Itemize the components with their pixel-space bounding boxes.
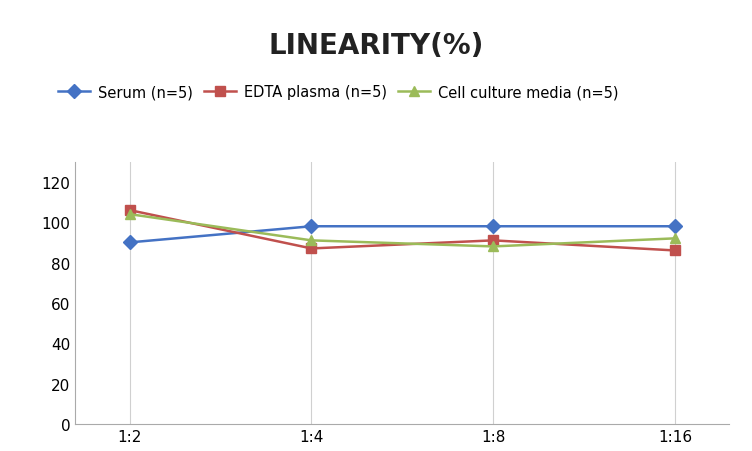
- Legend: Serum (n=5), EDTA plasma (n=5), Cell culture media (n=5): Serum (n=5), EDTA plasma (n=5), Cell cul…: [53, 79, 624, 106]
- EDTA plasma (n=5): [307, 246, 316, 252]
- Cell culture media (n=5): [125, 212, 134, 217]
- EDTA plasma (n=5): [489, 238, 498, 244]
- Serum (n=5): [489, 224, 498, 230]
- EDTA plasma (n=5): [671, 248, 680, 253]
- Line: Cell culture media (n=5): Cell culture media (n=5): [125, 210, 680, 252]
- Cell culture media (n=5): [307, 238, 316, 244]
- Cell culture media (n=5): [489, 244, 498, 249]
- Text: LINEARITY(%): LINEARITY(%): [268, 32, 484, 60]
- Cell culture media (n=5): [671, 236, 680, 242]
- EDTA plasma (n=5): [125, 208, 134, 213]
- Line: EDTA plasma (n=5): EDTA plasma (n=5): [125, 206, 680, 256]
- Serum (n=5): [671, 224, 680, 230]
- Serum (n=5): [307, 224, 316, 230]
- Line: Serum (n=5): Serum (n=5): [125, 222, 680, 248]
- Serum (n=5): [125, 240, 134, 245]
